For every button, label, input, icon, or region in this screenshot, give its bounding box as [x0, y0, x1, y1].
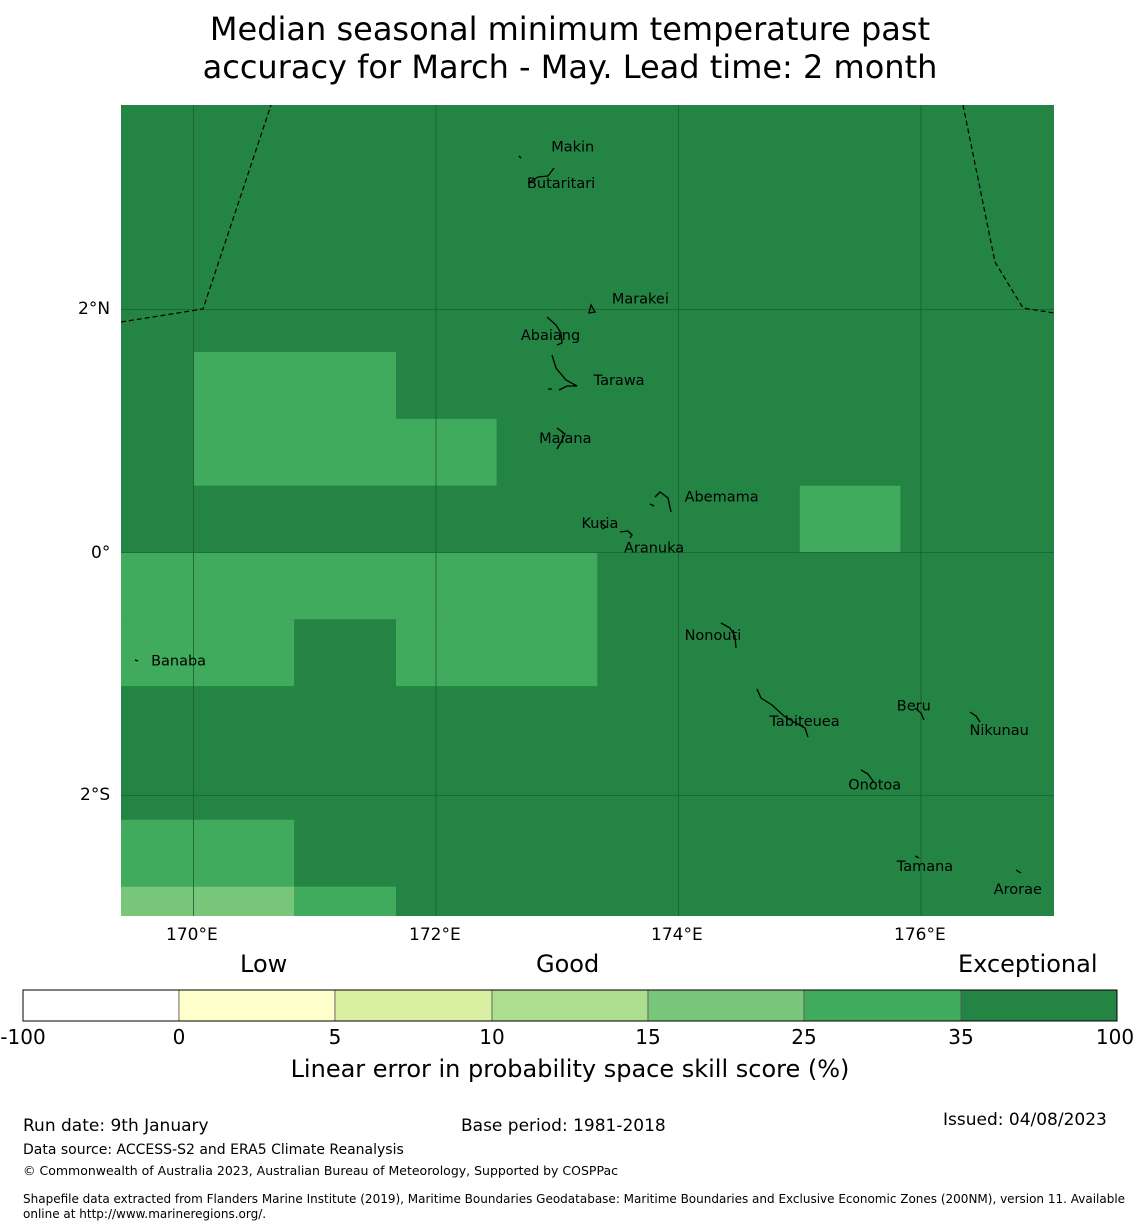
colorbar-frame [22, 989, 1118, 1022]
skill-cell [799, 485, 901, 553]
island-label-kuria: Kuria [582, 516, 619, 532]
island-label-marakei: Marakei [612, 291, 669, 307]
colorbar-segment [491, 989, 649, 1022]
island-shape-banaba [134, 659, 139, 662]
island-label-abaiang: Abaiang [521, 328, 580, 344]
lat-label-2s: 2°S [80, 785, 111, 805]
island-labels: Makin Butaritari Marakei Abaiang Tarawa Maian… [151, 140, 1042, 898]
island-shape-nonouti [720, 622, 737, 649]
island-label-butaritari: Butaritari [527, 176, 595, 192]
lat-label-0: 0° [91, 543, 111, 563]
colorbar-tick: 25 [791, 1025, 817, 1049]
lon-label-174e: 174°E [651, 925, 703, 945]
island-shape-tabiteuea [756, 688, 809, 738]
lon-label-170e: 170°E [166, 925, 218, 945]
island-shape-aranuka [619, 530, 633, 539]
skill-cell [395, 619, 598, 687]
island-label-beru: Beru [897, 698, 931, 714]
colorbar-segment [334, 989, 493, 1022]
skill-cell [121, 886, 295, 916]
map-background [121, 105, 1054, 916]
map-title: Median seasonal minimum temperature past… [0, 10, 1140, 86]
colorbar-tick: 5 [328, 1025, 342, 1049]
colorbar-tick: 15 [635, 1025, 661, 1049]
skill-cell [121, 619, 295, 687]
colorbar-segment [960, 989, 1118, 1022]
island-label-nikunau: Nikunau [970, 723, 1029, 739]
island-shape-tarawa [548, 354, 578, 391]
shapefile-credit-line-1: Shapefile data extracted from Flanders M… [23, 1192, 1126, 1206]
island-label-tabiteuea: Tabiteuea [768, 714, 839, 730]
gridlines [121, 105, 1054, 916]
category-label-exceptional: Exceptional [958, 950, 1098, 978]
island-shape-beru [914, 707, 925, 721]
island-shape-tamana [914, 855, 920, 859]
title-line-2: accuracy for March - May. Lead time: 2 m… [202, 48, 938, 86]
lat-label-2n: 2°N [78, 299, 111, 319]
skill-cell [193, 352, 396, 486]
skill-cell [294, 886, 396, 916]
island-label-nonouti: Nonouti [685, 628, 742, 644]
island-shape-kuria [599, 521, 608, 530]
colorbar-segment [178, 989, 336, 1022]
lon-label-172e: 172°E [409, 925, 461, 945]
colorbar-tick: 35 [948, 1025, 974, 1049]
category-label-good: Good [536, 950, 600, 978]
island-label-tarawa: Tarawa [593, 373, 645, 389]
title-line-1: Median seasonal minimum temperature past [209, 10, 931, 48]
data-source: Data source: ACCESS-S2 and ERA5 Climate … [23, 1142, 404, 1158]
island-label-tamana: Tamana [896, 859, 953, 875]
eez-boundary-east [962, 105, 1054, 314]
skill-cell [121, 819, 295, 887]
island-label-aranuka: Aranuka [624, 541, 684, 557]
eez-boundaries [121, 105, 1054, 323]
island-shape-maiana [556, 427, 566, 450]
island-label-abemama: Abemama [685, 489, 759, 505]
shapefile-credit-line-2: online at http://www.marineregions.org/. [23, 1207, 267, 1221]
skill-cell [395, 418, 497, 486]
colorbar-tick: -100 [0, 1025, 46, 1049]
colorbar-title: Linear error in probability space skill … [290, 1055, 850, 1083]
skill-cells [121, 352, 901, 916]
colorbar [22, 989, 1118, 1022]
island-shape-butaritari [527, 167, 555, 184]
colorbar-tick: 0 [172, 1025, 186, 1049]
island-label-onotoa: Onotoa [848, 777, 901, 793]
skill-cell [121, 552, 598, 620]
base-period: Base period: 1981-2018 [461, 1116, 666, 1136]
colorbar-segment [22, 989, 180, 1022]
island-shape-arorae [1015, 869, 1022, 874]
island-shape-abaiang [546, 316, 563, 346]
island-shape-nikunau [969, 711, 981, 723]
island-shape-makin [518, 155, 522, 159]
island-outlines [134, 155, 1022, 874]
island-shape-abemama [649, 491, 672, 513]
colorbar-segment [647, 989, 805, 1022]
colorbar-tick: 100 [1095, 1025, 1135, 1049]
island-shape-marakei [588, 303, 597, 314]
lon-label-176e: 176°E [894, 925, 946, 945]
island-shape-onotoa [860, 769, 874, 786]
colorbar-tick: 10 [479, 1025, 505, 1049]
island-label-makin: Makin [551, 140, 594, 156]
category-label-low: Low [240, 950, 288, 978]
eez-boundary-west [121, 105, 272, 323]
colorbar-segment [803, 989, 962, 1022]
island-label-arorae: Arorae [994, 882, 1042, 898]
island-label-maiana: Maiana [539, 431, 591, 447]
copyright: © Commonwealth of Australia 2023, Austra… [23, 1163, 618, 1178]
island-label-banaba: Banaba [151, 653, 206, 669]
run-date: Run date: 9th January [23, 1116, 209, 1136]
issued-date: Issued: 04/08/2023 [943, 1110, 1107, 1130]
